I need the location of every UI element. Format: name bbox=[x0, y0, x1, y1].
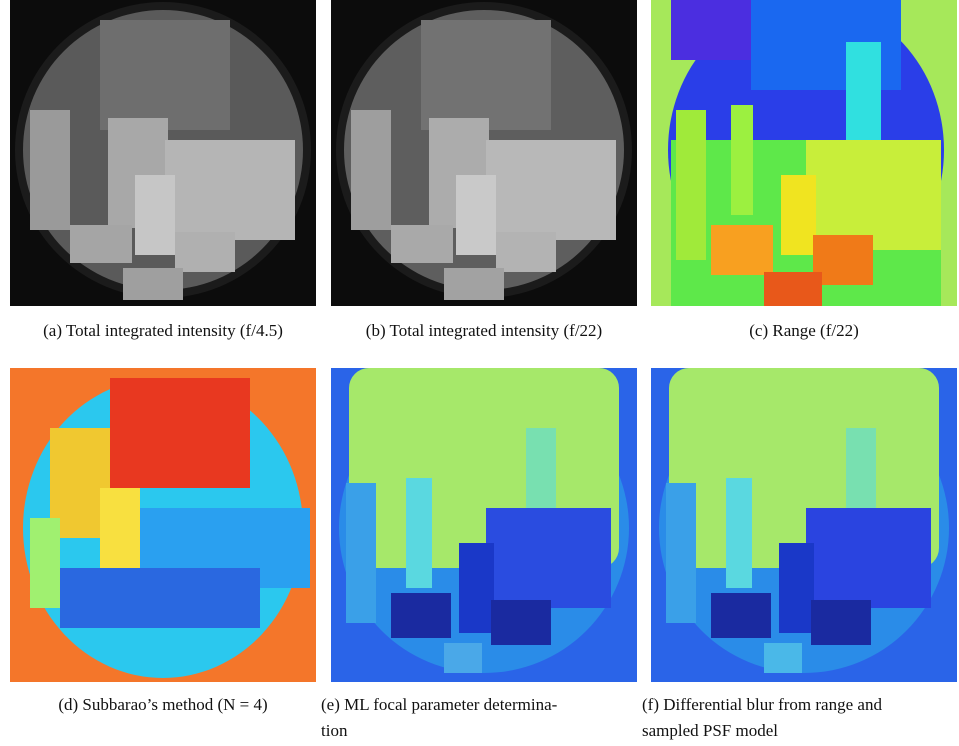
caption: (d) Subbarao’s method (N = 4) bbox=[4, 692, 322, 718]
caption-line: (f) Differential blur from range and bbox=[642, 692, 882, 718]
image-a bbox=[10, 0, 316, 306]
image-c bbox=[651, 0, 957, 306]
image-d bbox=[10, 368, 316, 682]
caption-line: (b) Total integrated intensity (f/22) bbox=[324, 318, 644, 344]
caption: (c) Range (f/22) bbox=[651, 318, 957, 344]
image-b bbox=[331, 0, 637, 306]
caption: (b) Total integrated intensity (f/22) bbox=[324, 318, 644, 344]
caption-line: (e) ML focal parameter determina- bbox=[321, 692, 557, 718]
caption: (e) ML focal parameter determina-tion bbox=[321, 692, 557, 744]
caption-line: tion bbox=[321, 718, 557, 744]
caption-line: (c) Range (f/22) bbox=[651, 318, 957, 344]
caption: (a) Total integrated intensity (f/4.5) bbox=[4, 318, 322, 344]
caption-line: (d) Subbarao’s method (N = 4) bbox=[4, 692, 322, 718]
image-f bbox=[651, 368, 957, 682]
caption-line: (a) Total integrated intensity (f/4.5) bbox=[4, 318, 322, 344]
page: (a) Total integrated intensity (f/4.5) (… bbox=[0, 0, 959, 746]
caption-line: sampled PSF model bbox=[642, 718, 882, 744]
image-e bbox=[331, 368, 637, 682]
